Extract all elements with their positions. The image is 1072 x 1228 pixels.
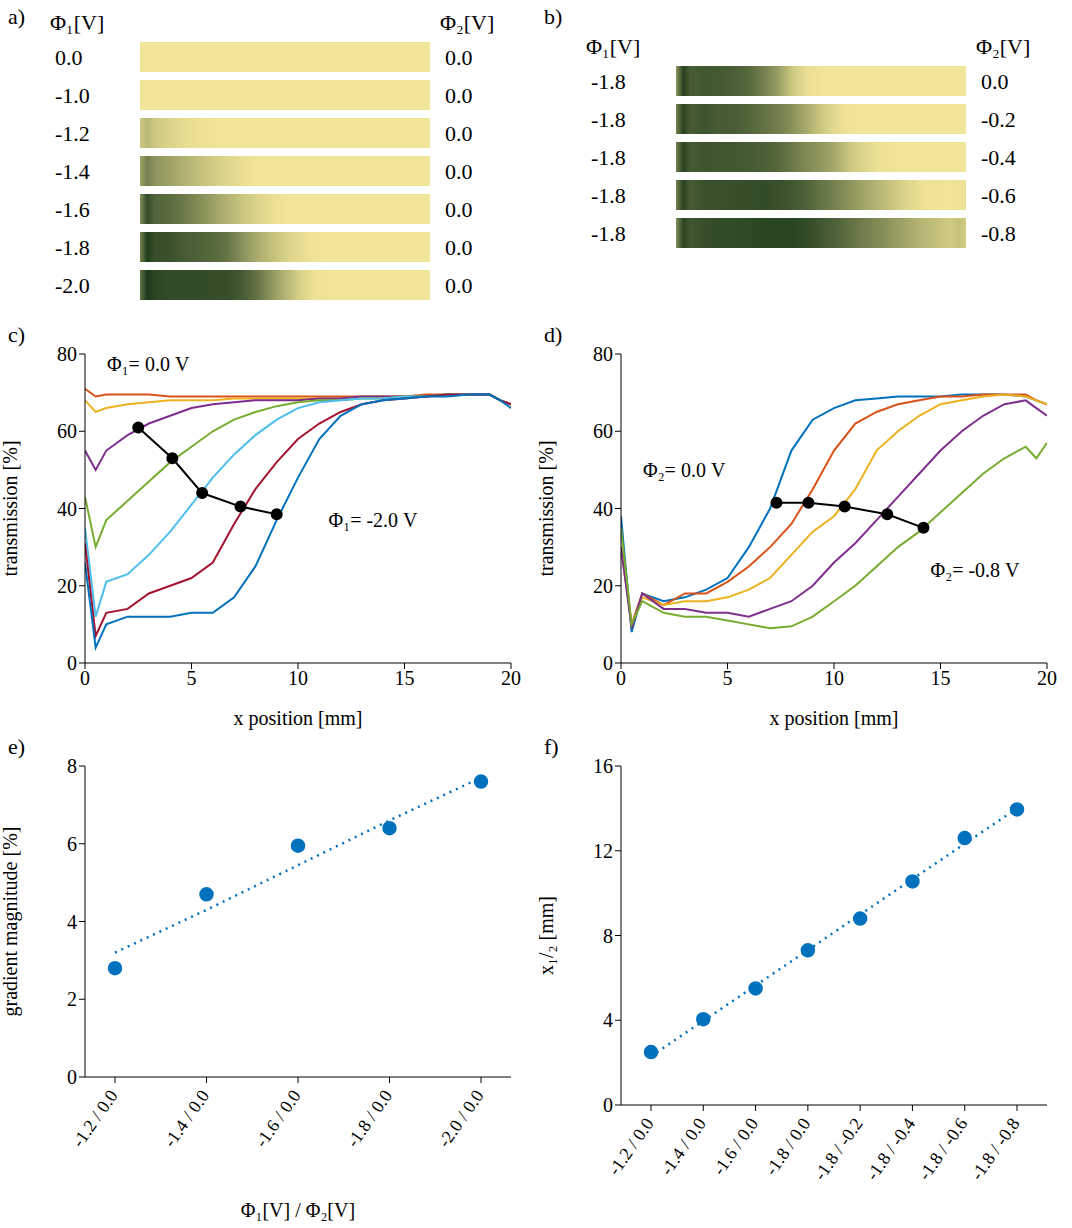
svg-text:transmission [%]: transmission [%]	[0, 440, 21, 576]
svg-text:-1.8 / -0.8: -1.8 / -0.8	[967, 1114, 1024, 1184]
svg-text:0.0: 0.0	[445, 121, 473, 146]
svg-text:0.0: 0.0	[445, 159, 473, 184]
svg-text:0.0: 0.0	[445, 273, 473, 298]
svg-text:-1.8 / -0.2: -1.8 / -0.2	[810, 1114, 867, 1184]
svg-text:40: 40	[593, 498, 613, 520]
svg-text:4: 4	[603, 1009, 613, 1031]
svg-text:Φ₁= 0.0 V: Φ₁= 0.0 V	[107, 353, 190, 375]
svg-text:-2.0: -2.0	[55, 273, 90, 298]
svg-text:Φ₁[V]: Φ₁[V]	[50, 10, 104, 35]
svg-text:-1.8 / -0.6: -1.8 / -0.6	[914, 1114, 971, 1184]
svg-text:0.0: 0.0	[981, 69, 1009, 94]
svg-text:gradient magnitude [%]: gradient magnitude [%]	[0, 827, 22, 1017]
svg-text:-0.2: -0.2	[981, 107, 1016, 132]
svg-text:-1.8 / 0.0: -1.8 / 0.0	[342, 1086, 396, 1151]
svg-text:0: 0	[603, 652, 613, 674]
svg-text:80: 80	[593, 343, 613, 365]
svg-text:-1.8: -1.8	[55, 235, 90, 260]
svg-text:-1.8: -1.8	[591, 145, 626, 170]
svg-text:Φ₁[V]: Φ₁[V]	[586, 34, 640, 59]
svg-text:15: 15	[931, 667, 951, 689]
svg-text:5: 5	[723, 667, 733, 689]
svg-text:2: 2	[67, 988, 77, 1010]
svg-text:-1.6 / 0.0: -1.6 / 0.0	[251, 1086, 305, 1151]
svg-text:20: 20	[501, 667, 521, 689]
html-text:f): f)	[544, 734, 559, 759]
svg-text:-0.8: -0.8	[981, 221, 1016, 246]
svg-text:0.0: 0.0	[55, 45, 83, 70]
html-text:e): e)	[8, 734, 26, 759]
svg-text:-1.8 / 0.0: -1.8 / 0.0	[761, 1114, 815, 1179]
svg-text:15: 15	[395, 667, 415, 689]
svg-text:12: 12	[593, 840, 613, 862]
svg-text:20: 20	[57, 575, 77, 597]
svg-text:-1.2 / 0.0: -1.2 / 0.0	[68, 1086, 122, 1151]
svg-text:Φ₁= -2.0 V: Φ₁= -2.0 V	[329, 509, 419, 531]
svg-text:-1.6 / 0.0: -1.6 / 0.0	[709, 1114, 763, 1179]
svg-text:-1.8: -1.8	[591, 183, 626, 208]
svg-text:Φ₂[V]: Φ₂[V]	[440, 10, 494, 35]
svg-text:-1.2: -1.2	[55, 121, 90, 146]
svg-text:-0.6: -0.6	[981, 183, 1016, 208]
svg-text:-1.4 / 0.0: -1.4 / 0.0	[159, 1086, 213, 1151]
svg-text:40: 40	[57, 498, 77, 520]
svg-text:0.0: 0.0	[445, 45, 473, 70]
svg-text:-0.4: -0.4	[981, 145, 1016, 170]
svg-text:0: 0	[67, 1066, 77, 1088]
svg-text:0: 0	[616, 667, 626, 689]
html-text:c): c)	[8, 322, 26, 347]
svg-text:20: 20	[593, 575, 613, 597]
svg-text:4: 4	[67, 911, 77, 933]
svg-text:80: 80	[57, 343, 77, 365]
svg-text:0.0: 0.0	[445, 235, 473, 260]
html-text:d): d)	[544, 322, 563, 347]
svg-text:x position [mm]: x position [mm]	[234, 707, 363, 730]
svg-text:Φ₁[V] / Φ₂[V]: Φ₁[V] / Φ₂[V]	[241, 1199, 355, 1221]
svg-text:8: 8	[603, 925, 613, 947]
svg-text:10: 10	[824, 667, 844, 689]
svg-text:8: 8	[67, 755, 77, 777]
svg-text:b): b)	[544, 4, 562, 29]
svg-text:60: 60	[593, 420, 613, 442]
svg-text:-1.4: -1.4	[55, 159, 90, 184]
svg-text:20: 20	[1037, 667, 1057, 689]
svg-text:0: 0	[67, 652, 77, 674]
svg-text:-1.6: -1.6	[55, 197, 90, 222]
svg-text:-1.8: -1.8	[591, 69, 626, 94]
svg-text:a): a)	[8, 4, 25, 29]
svg-text:5: 5	[187, 667, 197, 689]
svg-text:0: 0	[80, 667, 90, 689]
svg-text:transmission [%]: transmission [%]	[536, 440, 557, 576]
svg-text:-1.4 / 0.0: -1.4 / 0.0	[656, 1114, 710, 1179]
svg-text:16: 16	[593, 755, 613, 777]
svg-text:x position [mm]: x position [mm]	[770, 707, 899, 730]
svg-text:10: 10	[288, 667, 308, 689]
svg-text:-1.8: -1.8	[591, 107, 626, 132]
svg-text:0: 0	[603, 1094, 613, 1116]
svg-text:0.0: 0.0	[445, 83, 473, 108]
svg-text:60: 60	[57, 420, 77, 442]
svg-text:-2.0 / 0.0: -2.0 / 0.0	[434, 1086, 488, 1151]
svg-text:6: 6	[67, 833, 77, 855]
svg-text:Φ₂= 0.0 V: Φ₂= 0.0 V	[643, 459, 726, 481]
svg-text:0.0: 0.0	[445, 197, 473, 222]
svg-text:Φ₂= -0.8 V: Φ₂= -0.8 V	[931, 559, 1021, 581]
svg-text:-1.8: -1.8	[591, 221, 626, 246]
svg-text:Φ₂[V]: Φ₂[V]	[976, 34, 1030, 59]
svg-text:x₁/₂ [mm]: x₁/₂ [mm]	[536, 896, 557, 975]
svg-text:-1.2 / 0.0: -1.2 / 0.0	[604, 1114, 658, 1179]
svg-text:-1.8 / -0.4: -1.8 / -0.4	[862, 1114, 919, 1184]
svg-text:-1.0: -1.0	[55, 83, 90, 108]
